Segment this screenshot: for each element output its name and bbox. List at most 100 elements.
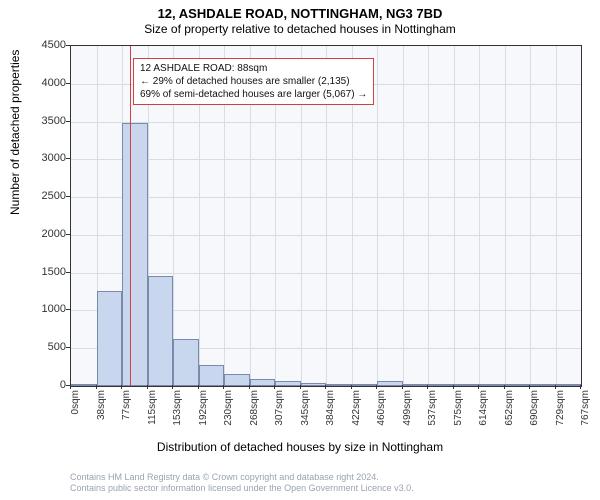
x-tick — [478, 385, 479, 389]
x-tick-label: 575sqm — [453, 390, 464, 440]
annotation-line: ← 29% of detached houses are smaller (2,… — [140, 75, 367, 88]
y-tick-label: 0 — [26, 379, 66, 391]
x-tick — [147, 385, 148, 389]
y-tick — [66, 45, 70, 46]
histogram-bar — [428, 384, 454, 386]
histogram-bar — [556, 384, 582, 386]
x-tick-label: 0sqm — [70, 390, 81, 440]
y-axis-label: Number of detached properties — [8, 50, 22, 215]
y-tick — [66, 309, 70, 310]
x-tick — [300, 385, 301, 389]
x-tick-label: 115sqm — [147, 390, 158, 440]
y-tick-label: 1500 — [26, 266, 66, 278]
x-tick — [325, 385, 326, 389]
histogram-bar — [250, 379, 276, 386]
histogram-bar — [352, 384, 378, 386]
y-tick-label: 1000 — [26, 303, 66, 315]
x-tick — [172, 385, 173, 389]
y-tick-label: 2500 — [26, 190, 66, 202]
x-tick — [121, 385, 122, 389]
x-tick — [198, 385, 199, 389]
attribution-line2: Contains public sector information licen… — [70, 483, 414, 494]
x-tick-label: 767sqm — [580, 390, 591, 440]
x-tick — [223, 385, 224, 389]
grid-line-v — [377, 46, 378, 386]
histogram-bar — [199, 365, 225, 386]
x-tick — [274, 385, 275, 389]
y-tick-label: 3500 — [26, 115, 66, 127]
x-tick — [427, 385, 428, 389]
histogram-bar — [148, 276, 174, 386]
y-tick-label: 500 — [26, 341, 66, 353]
attribution-text: Contains HM Land Registry data © Crown c… — [70, 472, 414, 495]
grid-line-v — [428, 46, 429, 386]
chart-title: 12, ASHDALE ROAD, NOTTINGHAM, NG3 7BD — [0, 6, 600, 21]
x-tick-label: 230sqm — [223, 390, 234, 440]
histogram-bar — [530, 384, 556, 386]
grid-line-v — [479, 46, 480, 386]
x-tick-label: 153sqm — [172, 390, 183, 440]
x-tick-label: 422sqm — [351, 390, 362, 440]
y-tick-label: 2000 — [26, 228, 66, 240]
x-tick — [70, 385, 71, 389]
x-tick-label: 384sqm — [325, 390, 336, 440]
histogram-bar — [71, 384, 97, 386]
chart-subtitle: Size of property relative to detached ho… — [0, 22, 600, 36]
y-tick — [66, 272, 70, 273]
y-tick — [66, 196, 70, 197]
histogram-bar — [301, 383, 327, 386]
x-tick — [96, 385, 97, 389]
y-tick — [66, 158, 70, 159]
histogram-bar — [377, 381, 403, 386]
x-tick-label: 690sqm — [529, 390, 540, 440]
y-tick — [66, 83, 70, 84]
x-axis-label: Distribution of detached houses by size … — [0, 440, 600, 454]
x-tick — [529, 385, 530, 389]
grid-line-v — [505, 46, 506, 386]
x-tick — [580, 385, 581, 389]
histogram-bar — [403, 384, 429, 386]
histogram-bar — [224, 374, 250, 386]
annotation-line: 69% of semi-detached houses are larger (… — [140, 88, 367, 101]
x-tick-label: 345sqm — [300, 390, 311, 440]
y-tick-label: 3000 — [26, 152, 66, 164]
histogram-bar — [505, 384, 531, 386]
histogram-bar — [275, 381, 301, 386]
x-tick — [504, 385, 505, 389]
x-tick-label: 77sqm — [121, 390, 132, 440]
plot-area: 12 ASHDALE ROAD: 88sqm← 29% of detached … — [70, 45, 582, 387]
x-tick-label: 499sqm — [402, 390, 413, 440]
histogram-bar — [97, 291, 123, 386]
x-tick — [453, 385, 454, 389]
x-tick — [351, 385, 352, 389]
x-tick — [376, 385, 377, 389]
annotation-box: 12 ASHDALE ROAD: 88sqm← 29% of detached … — [133, 58, 374, 105]
x-tick-label: 460sqm — [376, 390, 387, 440]
histogram-bar — [122, 123, 148, 386]
x-tick-label: 652sqm — [504, 390, 515, 440]
x-tick-label: 729sqm — [555, 390, 566, 440]
x-tick — [402, 385, 403, 389]
x-tick-label: 307sqm — [274, 390, 285, 440]
x-tick-label: 537sqm — [427, 390, 438, 440]
histogram-bar — [454, 384, 480, 386]
y-tick-label: 4500 — [26, 39, 66, 51]
y-tick-label: 4000 — [26, 77, 66, 89]
grid-line-v — [454, 46, 455, 386]
grid-line-v — [403, 46, 404, 386]
x-tick-label: 614sqm — [478, 390, 489, 440]
x-tick-label: 192sqm — [198, 390, 209, 440]
chart-container: 12, ASHDALE ROAD, NOTTINGHAM, NG3 7BD Si… — [0, 0, 600, 500]
y-tick — [66, 234, 70, 235]
x-tick-label: 268sqm — [249, 390, 260, 440]
histogram-bar — [326, 384, 352, 386]
y-tick — [66, 121, 70, 122]
x-tick-label: 38sqm — [96, 390, 107, 440]
attribution-line1: Contains HM Land Registry data © Crown c… — [70, 472, 414, 483]
histogram-bar — [173, 339, 199, 386]
histogram-bar — [479, 384, 505, 386]
grid-line-v — [556, 46, 557, 386]
marker-line — [130, 46, 131, 386]
annotation-line: 12 ASHDALE ROAD: 88sqm — [140, 62, 367, 75]
grid-line-v — [530, 46, 531, 386]
